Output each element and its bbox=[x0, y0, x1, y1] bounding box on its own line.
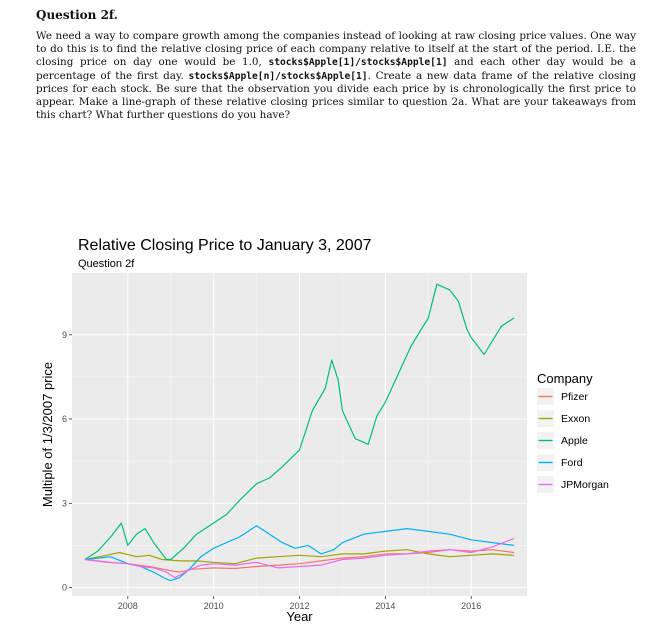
legend-label-exxon: Exxon bbox=[561, 413, 590, 425]
x-tick-label: 2008 bbox=[118, 601, 138, 611]
y-tick-label: 0 bbox=[62, 583, 67, 593]
y-tick-label: 9 bbox=[62, 330, 67, 340]
legend: Company Pfizer Exxon Apple Ford JPMorgan bbox=[537, 371, 609, 493]
x-tick-label: 2010 bbox=[204, 601, 224, 611]
question-text-1: We need a way to compare growth among th… bbox=[36, 30, 636, 69]
series-line-apple bbox=[84, 283, 515, 561]
axes: 2008 2010 2012 2014 2016 0 3 6 9 bbox=[62, 330, 481, 611]
legend-title: Company bbox=[537, 371, 593, 386]
code-apple-nth-ratio: stocks$Apple[n]/stocks$Apple[1] bbox=[188, 70, 368, 82]
code-apple-first-ratio: stocks$Apple[1]/stocks$Apple[1] bbox=[268, 57, 448, 69]
chart-subtitle: Question 2f bbox=[78, 258, 135, 270]
question-text-2: and each other day would be a percentage… bbox=[36, 56, 636, 82]
series-line-exxon bbox=[84, 549, 515, 565]
legend-label-pfizer: Pfizer bbox=[561, 391, 588, 403]
y-axis-title: Multiple of 1/3/2007 price bbox=[40, 362, 55, 507]
question-body: We need a way to compare growth among th… bbox=[36, 30, 636, 122]
question-title: Question 2f. bbox=[36, 8, 118, 22]
legend-label-ford: Ford bbox=[561, 457, 583, 469]
y-tick-label: 3 bbox=[62, 498, 67, 508]
grid-lines bbox=[72, 273, 527, 596]
y-tick-label: 6 bbox=[62, 414, 67, 424]
x-tick-label: 2012 bbox=[289, 601, 309, 611]
question-text-3: . Create a new data frame of the relativ… bbox=[36, 69, 636, 122]
x-tick-label: 2016 bbox=[461, 601, 481, 611]
series-line-pfizer bbox=[84, 549, 515, 573]
series-line-jpmorgan bbox=[84, 537, 515, 579]
legend-label-jpmorgan: JPMorgan bbox=[561, 479, 609, 491]
series-line-ford bbox=[84, 525, 515, 582]
x-axis-title: Year bbox=[286, 609, 313, 624]
legend-label-apple: Apple bbox=[561, 435, 588, 447]
series-lines bbox=[84, 283, 515, 582]
chart-title: Relative Closing Price to January 3, 200… bbox=[78, 237, 372, 254]
x-tick-label: 2014 bbox=[375, 601, 395, 611]
